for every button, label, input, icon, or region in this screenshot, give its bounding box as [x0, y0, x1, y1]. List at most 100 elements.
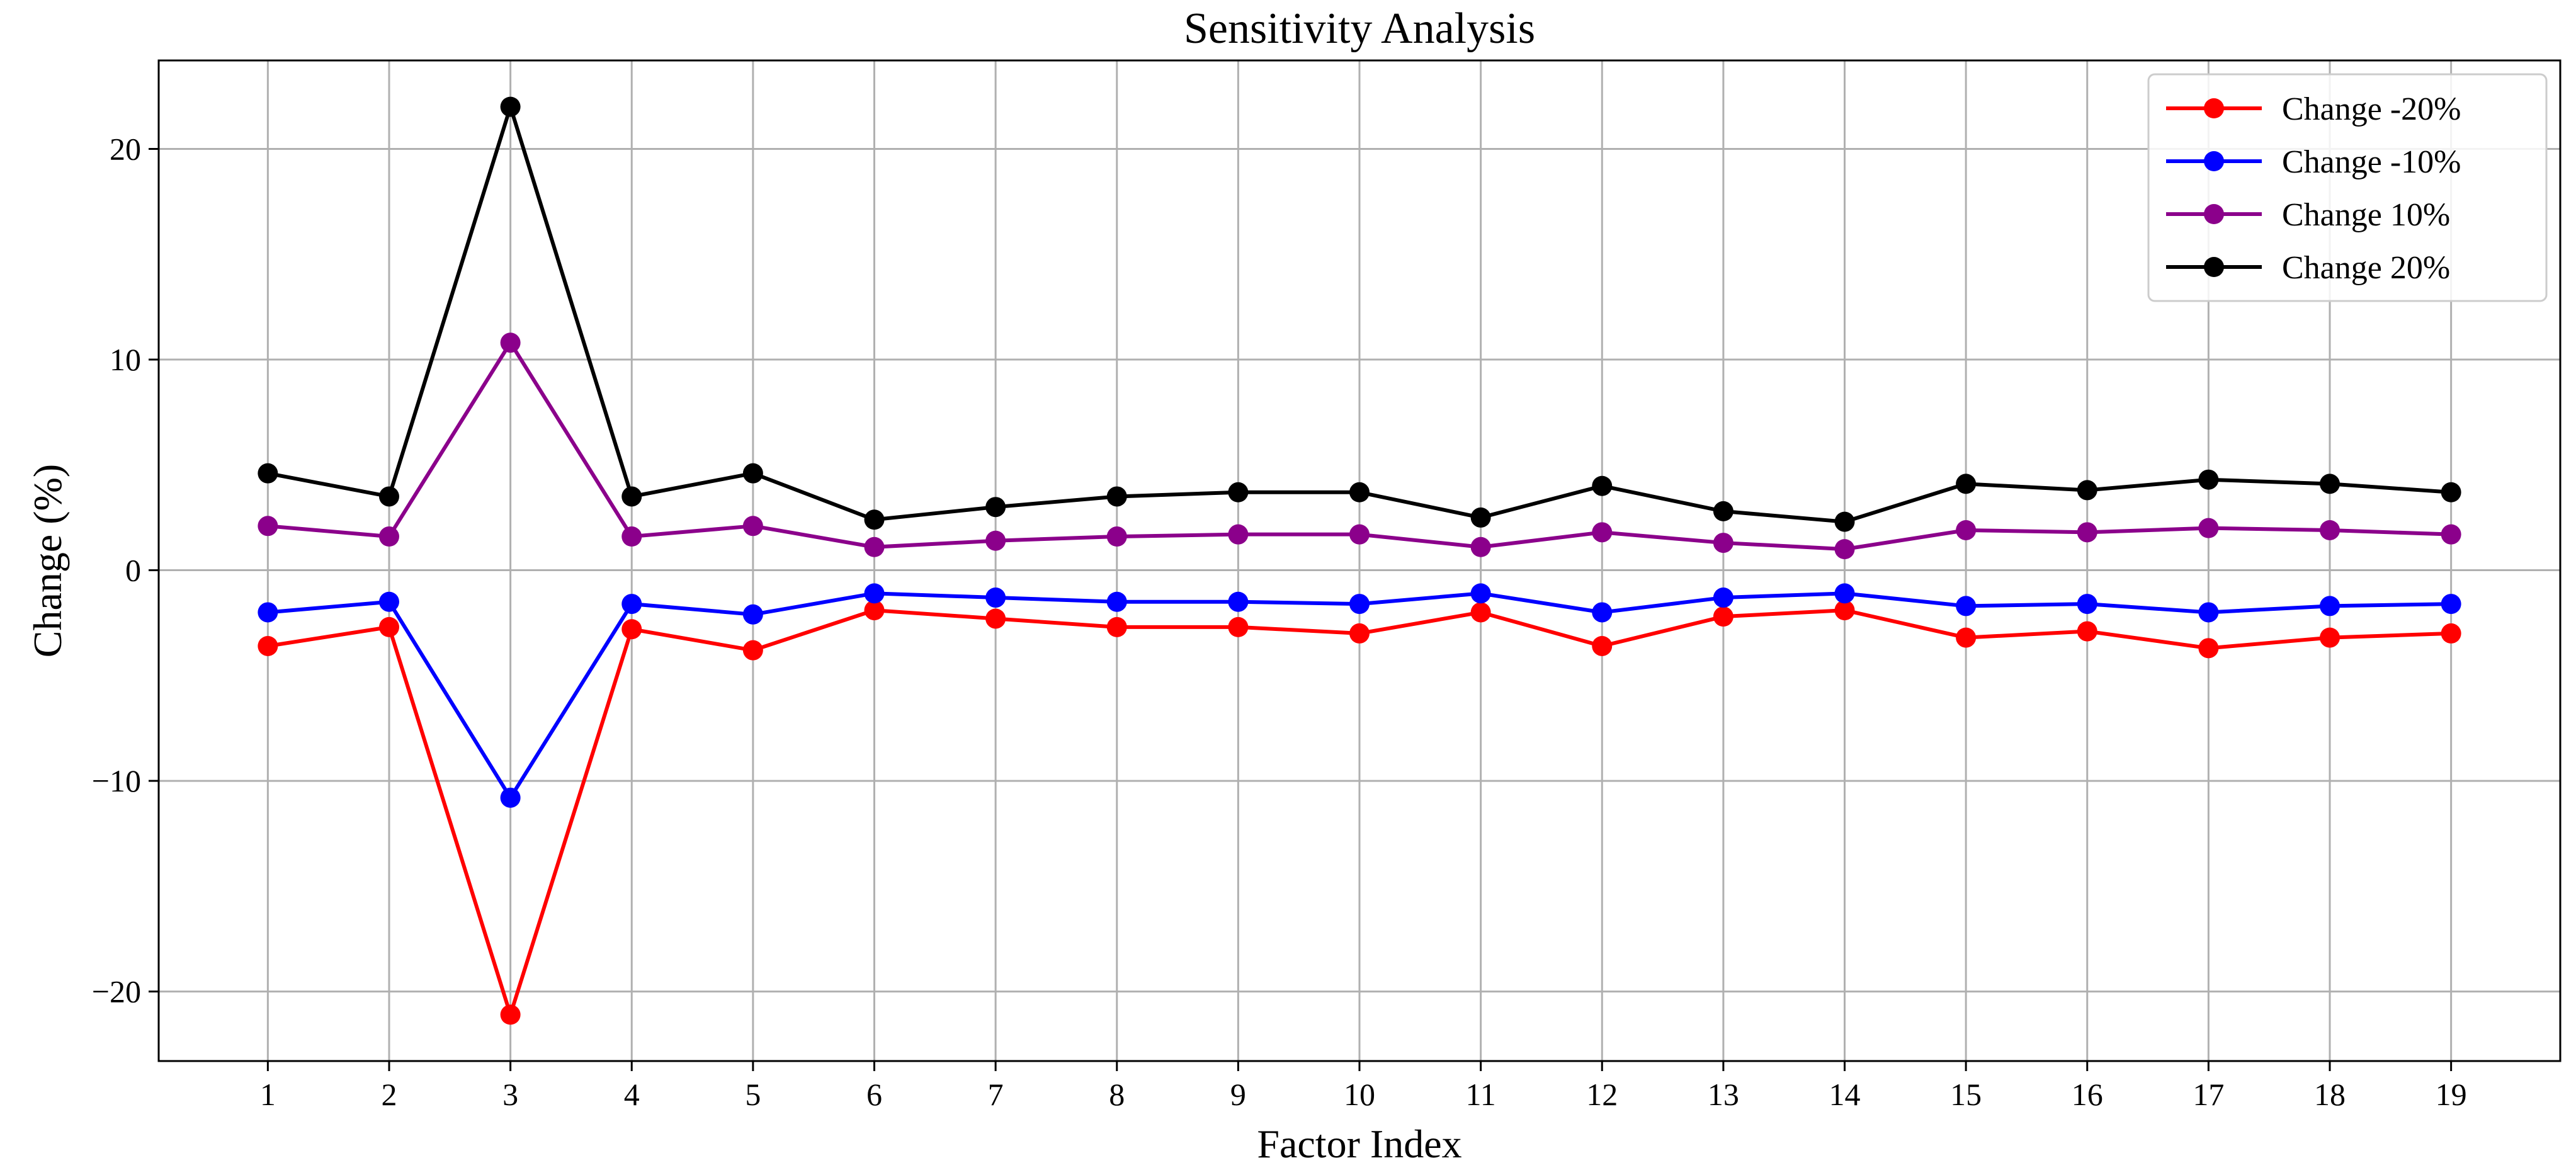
data-point [2077, 594, 2097, 615]
data-point [1470, 602, 1491, 623]
data-point [1834, 511, 1855, 532]
data-point [500, 332, 521, 353]
data-point [864, 509, 885, 530]
data-point [2198, 638, 2219, 659]
legend-item: Change -20% [2166, 91, 2461, 127]
data-point [621, 594, 642, 615]
data-point [2077, 522, 2097, 543]
data-point [1228, 616, 1249, 637]
data-point [985, 530, 1006, 551]
data-point [864, 600, 885, 621]
x-axis-label: Factor Index [1257, 1121, 1461, 1166]
data-point [1106, 526, 1127, 547]
data-point [2320, 519, 2341, 540]
data-point [742, 640, 763, 661]
x-tick-label: 5 [745, 1077, 761, 1112]
data-point [1106, 591, 1127, 612]
y-axis-label: Change (%) [25, 464, 70, 657]
series-group [258, 600, 2461, 1025]
data-point [864, 536, 885, 557]
data-point [378, 486, 399, 507]
legend-marker [2204, 151, 2224, 171]
data-point [1592, 522, 1613, 543]
x-tick-label: 4 [624, 1077, 640, 1112]
data-point [258, 635, 278, 656]
legend-item: Change -10% [2166, 144, 2461, 180]
chart-title: Sensitivity Analysis [1184, 4, 1535, 53]
data-point [500, 1004, 521, 1025]
legend-item: Change 10% [2166, 197, 2450, 233]
data-point [1470, 536, 1491, 557]
data-point [742, 463, 763, 484]
legend-box [2147, 73, 2548, 302]
data-point [1713, 606, 1733, 627]
data-point [2320, 474, 2341, 494]
data-point [1592, 602, 1613, 623]
x-tick-label: 13 [1708, 1077, 1739, 1112]
data-point [2441, 524, 2461, 545]
data-point [985, 497, 1006, 518]
data-series [258, 96, 2461, 1025]
series-group [258, 332, 2461, 560]
data-point [1713, 588, 1733, 608]
data-point [2441, 594, 2461, 615]
x-tick-label: 10 [1344, 1077, 1375, 1112]
data-point [621, 526, 642, 547]
x-tick-label: 2 [381, 1077, 397, 1112]
y-tick-label: −10 [92, 763, 141, 798]
data-point [1349, 524, 1370, 545]
data-point [1834, 539, 1855, 560]
data-point [1228, 482, 1249, 502]
data-point [1956, 519, 1977, 540]
data-point [1106, 486, 1127, 507]
data-point [621, 486, 642, 507]
data-point [1956, 627, 1977, 648]
data-point [985, 608, 1006, 629]
data-point [2198, 602, 2219, 623]
data-point [2320, 596, 2341, 616]
data-point [2320, 627, 2341, 648]
data-point [378, 591, 399, 612]
y-tick-label: 10 [110, 342, 141, 377]
data-point [1834, 583, 1855, 604]
legend: Change -20% Change -10% Change 10% Change 2… [2147, 73, 2548, 302]
data-point [500, 787, 521, 808]
data-point [2198, 469, 2219, 490]
x-tick-label: 6 [866, 1077, 882, 1112]
grid-lines [159, 60, 2560, 1061]
legend-label: Change 20% [2282, 250, 2450, 286]
x-tick-label: 14 [1829, 1077, 1861, 1112]
data-point [1470, 583, 1491, 604]
data-point [621, 619, 642, 640]
data-point [258, 602, 278, 623]
data-point [1470, 507, 1491, 528]
data-point [1349, 594, 1370, 615]
x-tick-label: 8 [1109, 1077, 1125, 1112]
data-point [985, 588, 1006, 608]
data-point [742, 604, 763, 625]
data-point [1349, 482, 1370, 502]
data-point [1228, 591, 1249, 612]
data-point [1834, 600, 1855, 621]
y-tick-label: −20 [92, 974, 141, 1009]
y-tick-label: 0 [125, 553, 141, 588]
data-point [378, 616, 399, 637]
data-point [2077, 621, 2097, 642]
data-point [500, 96, 521, 117]
legend-label: Change -20% [2282, 91, 2461, 127]
data-point [258, 463, 278, 484]
data-point [864, 583, 885, 604]
data-point [2077, 480, 2097, 501]
x-tick-label: 18 [2314, 1077, 2346, 1112]
data-point [1106, 616, 1127, 637]
data-point [1713, 533, 1733, 553]
legend-marker [2204, 257, 2224, 277]
data-point [1713, 501, 1733, 521]
x-tick-label: 7 [988, 1077, 1004, 1112]
data-point [1349, 623, 1370, 644]
legend-marker [2204, 204, 2224, 224]
series-group [258, 96, 2461, 532]
